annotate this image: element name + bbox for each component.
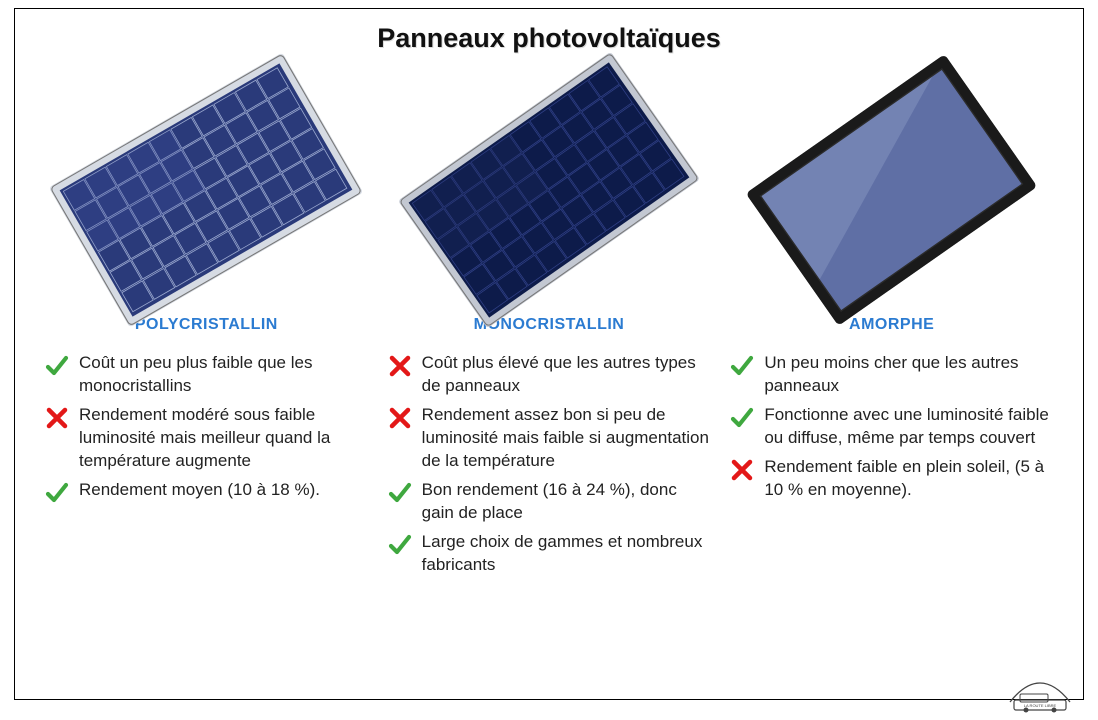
bullet-text: Large choix de gammes et nombreux fabric… <box>422 531 711 577</box>
cross-icon <box>388 406 412 430</box>
cross-icon <box>730 458 754 482</box>
column-monocristallin: MONOCRISTALLIN Coût plus élevé que les au… <box>388 70 711 576</box>
amorphe-panel-illustration <box>730 70 1053 310</box>
brand-text: LA ROUTE LIBRE <box>1024 703 1057 708</box>
bullet-text: Coût plus élevé que les autres types de … <box>422 352 711 398</box>
bullet-text: Un peu moins cher que les autres panneau… <box>764 352 1053 398</box>
bullet-item: Rendement moyen (10 à 18 %). <box>45 479 368 505</box>
bullet-item: Large choix de gammes et nombreux fabric… <box>388 531 711 577</box>
check-icon <box>388 533 412 557</box>
cross-icon <box>45 406 69 430</box>
bullet-item: Coût un peu plus faible que les monocris… <box>45 352 368 398</box>
bullet-item: Rendement modéré sous faible luminosité … <box>45 404 368 473</box>
brand-logo: LA ROUTE LIBRE <box>1004 670 1076 714</box>
bullet-list: Coût plus élevé que les autres types de … <box>388 352 711 576</box>
bullet-text: Coût un peu plus faible que les monocris… <box>79 352 368 398</box>
bullet-text: Rendement faible en plein soleil, (5 à 1… <box>764 456 1053 502</box>
check-icon <box>45 354 69 378</box>
column-label: POLYCRISTALLIN <box>45 316 368 334</box>
bullet-text: Rendement moyen (10 à 18 %). <box>79 479 368 502</box>
check-icon <box>45 481 69 505</box>
column-label: MONOCRISTALLIN <box>388 316 711 334</box>
bullet-text: Rendement assez bon si peu de luminosité… <box>422 404 711 473</box>
page-title: Panneaux photovoltaïques <box>45 23 1053 54</box>
bullet-text: Rendement modéré sous faible luminosité … <box>79 404 368 473</box>
bullet-item: Fonctionne avec une luminosité faible ou… <box>730 404 1053 450</box>
column-label: AMORPHE <box>730 316 1053 334</box>
bullet-item: Bon rendement (16 à 24 %), donc gain de … <box>388 479 711 525</box>
columns-container: POLYCRISTALLIN Coût un peu plus faible qu… <box>45 70 1053 576</box>
bullet-list: Coût un peu plus faible que les monocris… <box>45 352 368 505</box>
check-icon <box>730 354 754 378</box>
cross-icon <box>388 354 412 378</box>
column-amorphe: AMORPHE Un peu moins cher que les autres … <box>730 70 1053 576</box>
content-frame: Panneaux photovoltaïques POLYCRISTALLIN C… <box>14 8 1084 700</box>
bullet-item: Rendement assez bon si peu de luminosité… <box>388 404 711 473</box>
bullet-text: Fonctionne avec une luminosité faible ou… <box>764 404 1053 450</box>
column-polycristallin: POLYCRISTALLIN Coût un peu plus faible qu… <box>45 70 368 576</box>
bullet-list: Un peu moins cher que les autres panneau… <box>730 352 1053 502</box>
polycristallin-panel-illustration <box>45 70 368 310</box>
page: Panneaux photovoltaïques POLYCRISTALLIN C… <box>0 0 1098 720</box>
bullet-item: Un peu moins cher que les autres panneau… <box>730 352 1053 398</box>
bullet-text: Bon rendement (16 à 24 %), donc gain de … <box>422 479 711 525</box>
bullet-item: Coût plus élevé que les autres types de … <box>388 352 711 398</box>
check-icon <box>388 481 412 505</box>
check-icon <box>730 406 754 430</box>
monocristallin-panel-illustration <box>388 70 711 310</box>
bullet-item: Rendement faible en plein soleil, (5 à 1… <box>730 456 1053 502</box>
